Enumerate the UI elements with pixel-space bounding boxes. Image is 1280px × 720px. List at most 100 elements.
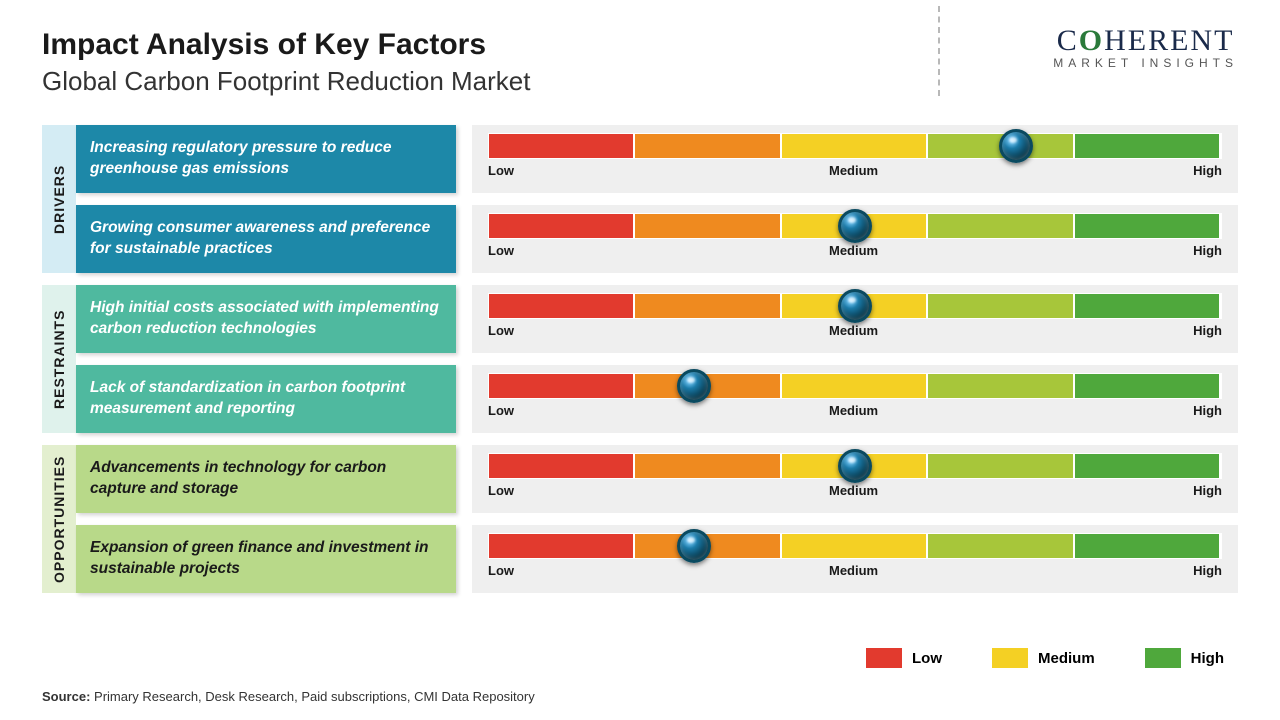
factor-text: High initial costs associated with imple… bbox=[76, 285, 456, 353]
source-label: Source: bbox=[42, 689, 90, 704]
gauge-marker bbox=[838, 449, 872, 483]
section-rows: Advancements in technology for carbon ca… bbox=[76, 445, 1238, 593]
gauge-segment bbox=[489, 214, 635, 238]
legend-label-medium: Medium bbox=[1038, 650, 1095, 667]
swatch-high bbox=[1145, 648, 1181, 668]
gauge-track bbox=[488, 133, 1222, 159]
gauge-segment bbox=[1075, 454, 1221, 478]
swatch-medium bbox=[992, 648, 1028, 668]
gauge-track bbox=[488, 453, 1222, 479]
gauge-segment bbox=[928, 534, 1074, 558]
gauge-marker bbox=[677, 369, 711, 403]
gauge-labels: Low Medium High bbox=[488, 483, 1222, 498]
section-label: RESTRAINTS bbox=[42, 285, 76, 433]
gauge-labels: LowMediumHigh bbox=[488, 163, 1222, 178]
gauge-marker bbox=[999, 129, 1033, 163]
legend-label-high: High bbox=[1191, 650, 1224, 667]
factor-text: Lack of standardization in carbon footpr… bbox=[76, 365, 456, 433]
factor-row: High initial costs associated with imple… bbox=[76, 285, 1238, 353]
gauge-tick-label: Medium bbox=[829, 163, 878, 178]
legend-item-high: High bbox=[1145, 648, 1224, 668]
section: DRIVERSIncreasing regulatory pressure to… bbox=[42, 125, 1238, 273]
gauge-segment bbox=[1075, 214, 1221, 238]
gauge-segment bbox=[635, 134, 781, 158]
infographic-page: COHERENT MARKET INSIGHTS Impact Analysis… bbox=[0, 0, 1280, 720]
gauge-labels: Low Medium High bbox=[488, 563, 1222, 578]
gauge-tick-label: Low bbox=[488, 563, 514, 578]
factor-text: Advancements in technology for carbon ca… bbox=[76, 445, 456, 513]
gauge-tick-label: Low bbox=[488, 483, 514, 498]
gauge-labels: Low Medium High bbox=[488, 323, 1222, 338]
gauge-track bbox=[488, 213, 1222, 239]
factor-text: Expansion of green finance and investmen… bbox=[76, 525, 456, 593]
gauge-tick-label: Medium bbox=[829, 563, 878, 578]
factor-row: Lack of standardization in carbon footpr… bbox=[76, 365, 1238, 433]
gauge-tick-label: High bbox=[1193, 563, 1222, 578]
gauge-segment bbox=[1075, 374, 1221, 398]
gauge-segment bbox=[635, 294, 781, 318]
section: OPPORTUNITIESAdvancements in technology … bbox=[42, 445, 1238, 593]
gauge-tick-label: Medium bbox=[829, 323, 878, 338]
gauge-segment bbox=[928, 294, 1074, 318]
factor-row: Expansion of green finance and investmen… bbox=[76, 525, 1238, 593]
legend-item-medium: Medium bbox=[992, 648, 1095, 668]
gauge-segment bbox=[635, 214, 781, 238]
gauge-tick-label: Low bbox=[488, 323, 514, 338]
gauge-segment bbox=[1075, 534, 1221, 558]
gauge-segment bbox=[1075, 294, 1221, 318]
gauge-segment bbox=[928, 214, 1074, 238]
gauge: LowMediumHigh bbox=[472, 125, 1238, 193]
gauge-labels: Low Medium High bbox=[488, 403, 1222, 418]
gauge-tick-label: Medium bbox=[829, 483, 878, 498]
gauge: Low Medium High bbox=[472, 445, 1238, 513]
brand-logo: COHERENT MARKET INSIGHTS bbox=[1053, 24, 1238, 70]
gauge-segment bbox=[489, 294, 635, 318]
factors-grid: DRIVERSIncreasing regulatory pressure to… bbox=[42, 125, 1238, 593]
header-divider bbox=[938, 6, 940, 96]
page-subtitle: Global Carbon Footprint Reduction Market bbox=[42, 66, 1238, 97]
gauge-tick-label: High bbox=[1193, 323, 1222, 338]
source-line: Source: Primary Research, Desk Research,… bbox=[42, 689, 535, 704]
section: RESTRAINTSHigh initial costs associated … bbox=[42, 285, 1238, 433]
source-text: Primary Research, Desk Research, Paid su… bbox=[90, 689, 534, 704]
gauge-segment bbox=[635, 454, 781, 478]
gauge-segment bbox=[928, 374, 1074, 398]
gauge-tick-label: Low bbox=[488, 163, 514, 178]
gauge: Low Medium High bbox=[472, 285, 1238, 353]
logo-wordmark: COHERENT bbox=[1053, 24, 1238, 58]
gauge-segment bbox=[782, 534, 928, 558]
gauge-marker bbox=[838, 289, 872, 323]
factor-text: Growing consumer awareness and preferenc… bbox=[76, 205, 456, 273]
legend-item-low: Low bbox=[866, 648, 942, 668]
gauge-segment bbox=[1075, 134, 1221, 158]
gauge-track bbox=[488, 293, 1222, 319]
factor-row: Increasing regulatory pressure to reduce… bbox=[76, 125, 1238, 193]
gauge-segment bbox=[489, 534, 635, 558]
gauge-tick-label: Medium bbox=[829, 403, 878, 418]
gauge-tick-label: High bbox=[1193, 243, 1222, 258]
gauge-tick-label: High bbox=[1193, 483, 1222, 498]
gauge-marker bbox=[838, 209, 872, 243]
factor-row: Advancements in technology for carbon ca… bbox=[76, 445, 1238, 513]
section-label: DRIVERS bbox=[42, 125, 76, 273]
gauge-tick-label: Low bbox=[488, 403, 514, 418]
gauge-segment bbox=[489, 134, 635, 158]
gauge-tick-label: Medium bbox=[829, 243, 878, 258]
gauge-segment bbox=[489, 374, 635, 398]
gauge: Low Medium High bbox=[472, 525, 1238, 593]
gauge-track bbox=[488, 373, 1222, 399]
gauge-segment bbox=[489, 454, 635, 478]
gauge-track bbox=[488, 533, 1222, 559]
section-label: OPPORTUNITIES bbox=[42, 445, 76, 593]
gauge-tick-label: Low bbox=[488, 243, 514, 258]
section-rows: Increasing regulatory pressure to reduce… bbox=[76, 125, 1238, 273]
factor-text: Increasing regulatory pressure to reduce… bbox=[76, 125, 456, 193]
gauge-tick-label: High bbox=[1193, 403, 1222, 418]
gauge-marker bbox=[677, 529, 711, 563]
section-rows: High initial costs associated with imple… bbox=[76, 285, 1238, 433]
gauge-segment bbox=[782, 374, 928, 398]
legend-label-low: Low bbox=[912, 650, 942, 667]
legend: Low Medium High bbox=[866, 648, 1224, 668]
gauge-segment bbox=[928, 454, 1074, 478]
logo-tagline: MARKET INSIGHTS bbox=[1053, 56, 1238, 70]
